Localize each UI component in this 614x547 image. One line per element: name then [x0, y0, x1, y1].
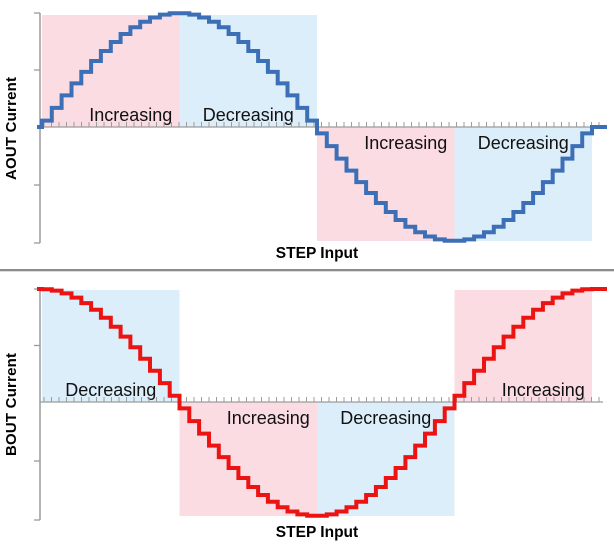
aout-y-axis-label: AOUT Current [3, 76, 20, 180]
aout-plot-area: Increasing Decreasing Increasing Decreasing [34, 11, 607, 244]
region-shade-q2-increasing [179, 402, 317, 516]
region-shade-q4-decreasing [454, 127, 592, 241]
bout-y-axis-label: BOUT Current [3, 352, 20, 457]
region-shade-q2-decreasing [179, 15, 317, 127]
region-label-q4-decreasing: Decreasing [478, 133, 569, 153]
region-label-q2-increasing: Increasing [227, 408, 310, 428]
region-label-q4-increasing: Increasing [502, 380, 585, 400]
region-label-q1-decreasing: Decreasing [65, 380, 156, 400]
bout-plot-area: Decreasing Increasing Decreasing Increasing [34, 287, 607, 521]
region-label-q3-increasing: Increasing [364, 133, 447, 153]
region-label-q2-decreasing: Decreasing [203, 105, 294, 125]
aout-chart: AOUT Current Increasing Decreasing Increas… [0, 0, 614, 269]
chart-divider [0, 269, 614, 272]
cosine-staircase-curve [37, 287, 607, 518]
region-shade-q4-increasing [454, 290, 592, 402]
bout-x-axis-label: STEP Input [275, 524, 359, 541]
region-shade-q3-decreasing [317, 402, 455, 516]
region-shade-q1-decreasing [42, 290, 180, 402]
aout-x-axis-label: STEP Input [275, 245, 359, 262]
bout-chart: BOUT Current Decreasing Increasing Decreas… [0, 272, 614, 547]
region-shade-q1-increasing [42, 15, 180, 127]
region-label-q3-decreasing: Decreasing [340, 408, 431, 428]
region-label-q1-increasing: Increasing [89, 105, 172, 125]
sine-staircase-curve [37, 11, 607, 243]
region-shade-q3-increasing [317, 127, 455, 241]
